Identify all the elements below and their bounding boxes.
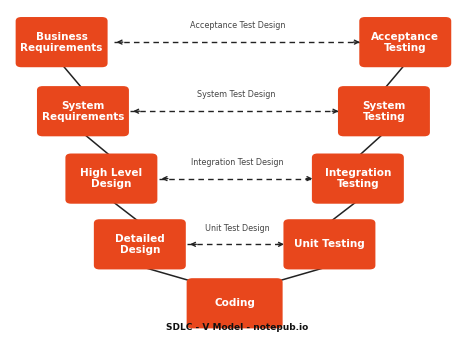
FancyBboxPatch shape (338, 86, 430, 136)
Text: Integration
Testing: Integration Testing (325, 168, 391, 189)
Text: Integration Test Design: Integration Test Design (191, 158, 283, 167)
Text: Acceptance
Testing: Acceptance Testing (371, 32, 439, 53)
FancyBboxPatch shape (16, 17, 108, 67)
FancyBboxPatch shape (359, 17, 451, 67)
FancyBboxPatch shape (187, 278, 283, 328)
Text: Coding: Coding (214, 298, 255, 308)
Text: Detailed
Design: Detailed Design (115, 234, 164, 255)
FancyBboxPatch shape (65, 154, 157, 204)
Text: System
Testing: System Testing (362, 101, 406, 122)
Text: High Level
Design: High Level Design (80, 168, 143, 189)
Text: Acceptance Test Design: Acceptance Test Design (191, 21, 286, 30)
FancyBboxPatch shape (283, 219, 375, 270)
Text: System Test Design: System Test Design (197, 90, 275, 99)
Text: SDLC - V Model - notepub.io: SDLC - V Model - notepub.io (166, 323, 308, 332)
Text: System
Requirements: System Requirements (42, 101, 124, 122)
FancyBboxPatch shape (94, 219, 186, 270)
Text: Unit Testing: Unit Testing (294, 239, 365, 249)
FancyBboxPatch shape (37, 86, 129, 136)
Text: Business
Requirements: Business Requirements (20, 32, 103, 53)
Text: Unit Test Design: Unit Test Design (205, 223, 269, 233)
FancyBboxPatch shape (312, 154, 404, 204)
